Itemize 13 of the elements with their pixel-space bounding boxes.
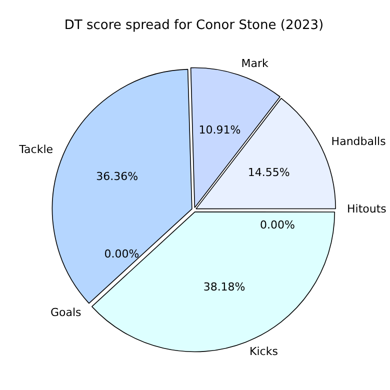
data-label: 36.36% <box>96 170 138 184</box>
text: 0.00% <box>260 218 295 232</box>
slice-label: Mark <box>241 57 269 70</box>
category-label: Goals <box>50 306 82 320</box>
slice-label: Handballs <box>331 135 386 148</box>
data-label: 38.18% <box>203 280 246 294</box>
data-label: 14.55% <box>248 166 290 179</box>
category-label: Hitouts <box>347 202 386 216</box>
text: 0.00% <box>104 247 140 260</box>
data-label: 10.91% <box>198 123 241 136</box>
slice-label: Tackle <box>18 143 54 156</box>
slice-label: Kicks <box>250 345 278 358</box>
chart-title: DT score spread for Conor Stone (2023) <box>64 18 324 34</box>
